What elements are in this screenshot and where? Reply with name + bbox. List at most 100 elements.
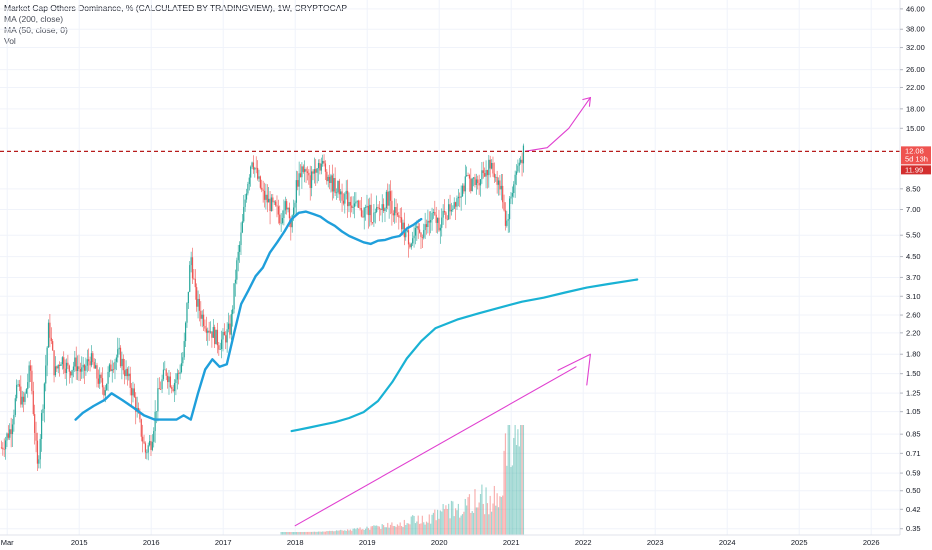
volume-bar (341, 530, 343, 535)
candle-body (315, 169, 317, 173)
candle-body (301, 166, 303, 178)
volume-bar (406, 523, 408, 535)
candle-body (283, 210, 285, 219)
candle-body (438, 217, 440, 231)
volume-bar (453, 516, 455, 535)
candle-body (319, 163, 321, 171)
volume-bar (456, 510, 458, 535)
candle-body (304, 169, 306, 172)
y-tick-label: 15.00 (906, 124, 925, 133)
y-tick-label: 0.35 (906, 524, 921, 533)
candle-body (215, 329, 217, 345)
candle-body (425, 224, 428, 228)
candle-body (328, 176, 331, 183)
candle-body (7, 433, 9, 438)
candle-body (269, 198, 271, 211)
candle-body (208, 330, 210, 333)
volume-bar (328, 530, 331, 535)
y-tick-label: 2.20 (906, 328, 921, 337)
volume-bar (504, 433, 507, 535)
x-tick-label: 2023 (647, 538, 664, 547)
candle-body (130, 387, 133, 396)
candle-body (436, 217, 439, 223)
volume-bar (306, 531, 309, 535)
candle-body (22, 396, 25, 402)
volume-bar (324, 531, 327, 535)
y-tick-label: 7.00 (906, 205, 921, 214)
candle-body (214, 327, 216, 345)
volume-bar (299, 531, 302, 535)
candle-body (268, 198, 270, 203)
candle-body (490, 162, 493, 169)
volume-bar (396, 524, 399, 535)
candle-body (31, 370, 33, 391)
volume-bar (281, 532, 284, 535)
candle-body (424, 224, 426, 231)
volume-bar (380, 529, 382, 535)
candle-body (261, 187, 263, 190)
candle-body (154, 411, 156, 432)
volume-bar (286, 532, 288, 535)
candle-body (507, 219, 509, 221)
volume-bar (511, 465, 513, 535)
candle-body (197, 298, 199, 307)
candle-body (29, 365, 32, 371)
candle-body (373, 212, 375, 223)
volume-bar (373, 525, 375, 535)
candle-body (450, 209, 453, 212)
y-tick-label: 0.71 (906, 449, 921, 458)
candle-body (518, 162, 520, 166)
candle-body (160, 389, 162, 390)
volume-bar (500, 497, 502, 535)
candle-body (348, 201, 350, 207)
volume-bar (420, 523, 422, 535)
candle-body (399, 217, 401, 218)
candle-body (362, 216, 364, 218)
candle-body (277, 206, 279, 215)
volume-bar (518, 446, 520, 535)
candle-body (85, 365, 87, 371)
candle-body (132, 388, 134, 396)
candle-body (459, 196, 461, 198)
candle-body (64, 368, 66, 374)
volume-bar (448, 503, 450, 535)
candle-body (251, 162, 253, 167)
volume-bar (371, 526, 374, 535)
candle-body (20, 386, 22, 405)
candle-body (394, 207, 396, 216)
candle-body (500, 185, 502, 190)
candle-body (460, 196, 462, 198)
candle-body (25, 389, 27, 394)
candle-body (279, 214, 281, 224)
candle-body (496, 176, 498, 185)
candle-body (111, 369, 113, 372)
volume-bar (381, 524, 383, 535)
candle-body (28, 365, 30, 383)
volume-bar (410, 516, 412, 535)
candle-body (148, 441, 151, 446)
volume-bar (431, 514, 433, 535)
candle-body (75, 357, 77, 372)
trend-arrow (294, 366, 577, 527)
candle-body (219, 348, 221, 350)
candle-body (410, 243, 412, 248)
volume-bar (423, 522, 425, 535)
candle-body (320, 163, 322, 171)
x-tick-label: 2025 (791, 538, 808, 547)
candle-body (135, 396, 137, 412)
volume-bar (315, 531, 317, 535)
candle-body (514, 174, 516, 185)
candle-body (457, 196, 459, 199)
projection-arrow (525, 97, 591, 152)
volume-bar (331, 530, 333, 535)
volume-bar (409, 524, 411, 535)
candle-body (256, 167, 259, 179)
volume-bar (508, 425, 511, 535)
y-tick-label: 0.50 (906, 486, 921, 495)
candle-body (99, 374, 101, 384)
volume-bar (400, 526, 403, 535)
candle-body (97, 378, 99, 384)
volume-bar (302, 531, 304, 535)
volume-bar (384, 527, 386, 535)
